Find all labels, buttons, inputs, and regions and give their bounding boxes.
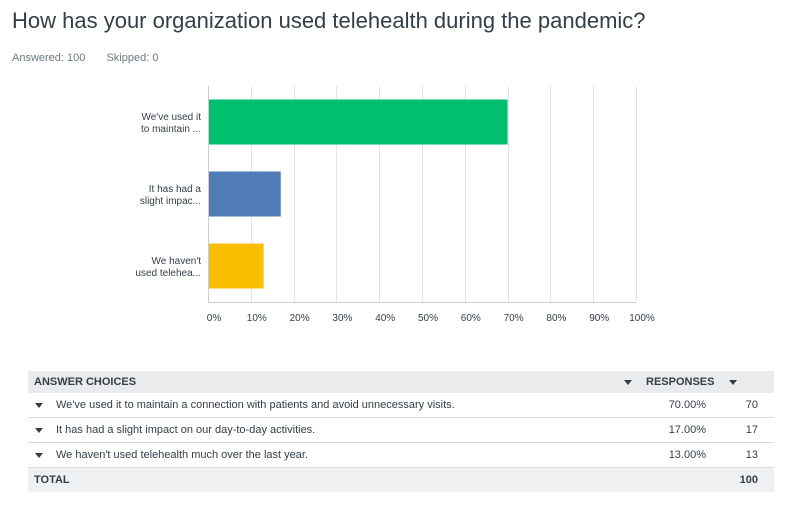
x-tick-label: 30%	[332, 313, 352, 324]
x-tick-label: 60%	[461, 313, 481, 324]
category-label-line: to maintain ...	[141, 124, 201, 135]
x-tick-label: 90%	[589, 313, 609, 324]
response-percent: 70.00%	[640, 393, 712, 418]
response-count: 13	[712, 442, 774, 468]
category-label-line: used telehea...	[135, 268, 201, 279]
expand-row-caret-icon[interactable]	[35, 452, 43, 458]
expand-row-cell[interactable]	[28, 393, 50, 418]
x-tick-label: 10%	[247, 313, 267, 324]
expand-row-cell[interactable]	[28, 442, 50, 468]
total-label: TOTAL	[28, 467, 640, 492]
category-label-1: We've used it to maintain ...	[141, 112, 201, 135]
total-row: TOTAL 100	[28, 467, 774, 492]
answer-choice-text: We haven't used telehealth much over the…	[50, 442, 640, 468]
total-count: 100	[712, 467, 774, 492]
bar-3[interactable]	[209, 243, 264, 289]
answer-table: ANSWER CHOICES RESPONSES We've used it t…	[28, 371, 774, 492]
chart-bars	[209, 99, 508, 289]
response-percent: 13.00%	[640, 442, 712, 468]
table-row: It has had a slight impact on our day-to…	[28, 417, 774, 443]
responses-header[interactable]: RESPONSES	[640, 371, 774, 393]
response-percent: 17.00%	[640, 417, 712, 443]
x-tick-label: 0%	[207, 313, 222, 324]
answer-choice-text: It has had a slight impact on our day-to…	[50, 417, 640, 443]
x-tick-label: 40%	[375, 313, 395, 324]
x-tick-label: 50%	[418, 313, 438, 324]
category-label-line: We haven't	[151, 256, 201, 267]
sort-choices-caret-cell[interactable]	[618, 371, 640, 393]
category-label-line: slight impac...	[140, 196, 201, 207]
bar-chart: We've used it to maintain ... It has had a…	[135, 86, 655, 324]
expand-row-caret-icon[interactable]	[35, 402, 43, 408]
response-count: 70	[712, 393, 774, 418]
category-label-line: It has had a	[149, 184, 202, 195]
x-tick-label: 100%	[629, 313, 655, 324]
answer-choices-header-label: ANSWER CHOICES	[34, 376, 137, 388]
expand-row-cell[interactable]	[28, 417, 50, 443]
answer-choices-header[interactable]: ANSWER CHOICES	[28, 371, 618, 393]
sort-responses-caret-icon[interactable]	[728, 379, 737, 385]
x-tick-label: 20%	[290, 313, 310, 324]
table-row: We've used it to maintain a connection w…	[28, 393, 774, 418]
category-labels: We've used it to maintain ... It has had a…	[135, 112, 201, 279]
category-label-line: We've used it	[141, 112, 201, 123]
responses-header-label: RESPONSES	[646, 376, 715, 388]
sort-choices-caret-icon[interactable]	[624, 379, 632, 385]
total-spacer	[640, 467, 712, 492]
table-header-row: ANSWER CHOICES RESPONSES	[28, 371, 774, 393]
bar-2[interactable]	[209, 171, 281, 217]
response-count: 17	[712, 417, 774, 443]
x-axis-tick-labels: 0% 10% 20% 30% 40% 50% 60% 70% 80% 90% 100%	[207, 313, 655, 324]
answer-choice-text: We've used it to maintain a connection w…	[50, 393, 640, 418]
table-row: We haven't used telehealth much over the…	[28, 442, 774, 468]
x-tick-label: 70%	[504, 313, 524, 324]
category-label-2: It has had a slight impac...	[140, 184, 202, 207]
category-label-3: We haven't used telehea...	[135, 256, 201, 279]
response-meta: Answered: 100 Skipped: 0	[12, 52, 158, 64]
x-tick-label: 80%	[546, 313, 566, 324]
answered-count: Answered: 100	[12, 52, 86, 64]
bar-1[interactable]	[209, 99, 508, 145]
expand-row-caret-icon[interactable]	[35, 427, 43, 433]
question-title: How has your organization used telehealt…	[12, 8, 646, 33]
skipped-count: Skipped: 0	[106, 52, 159, 64]
